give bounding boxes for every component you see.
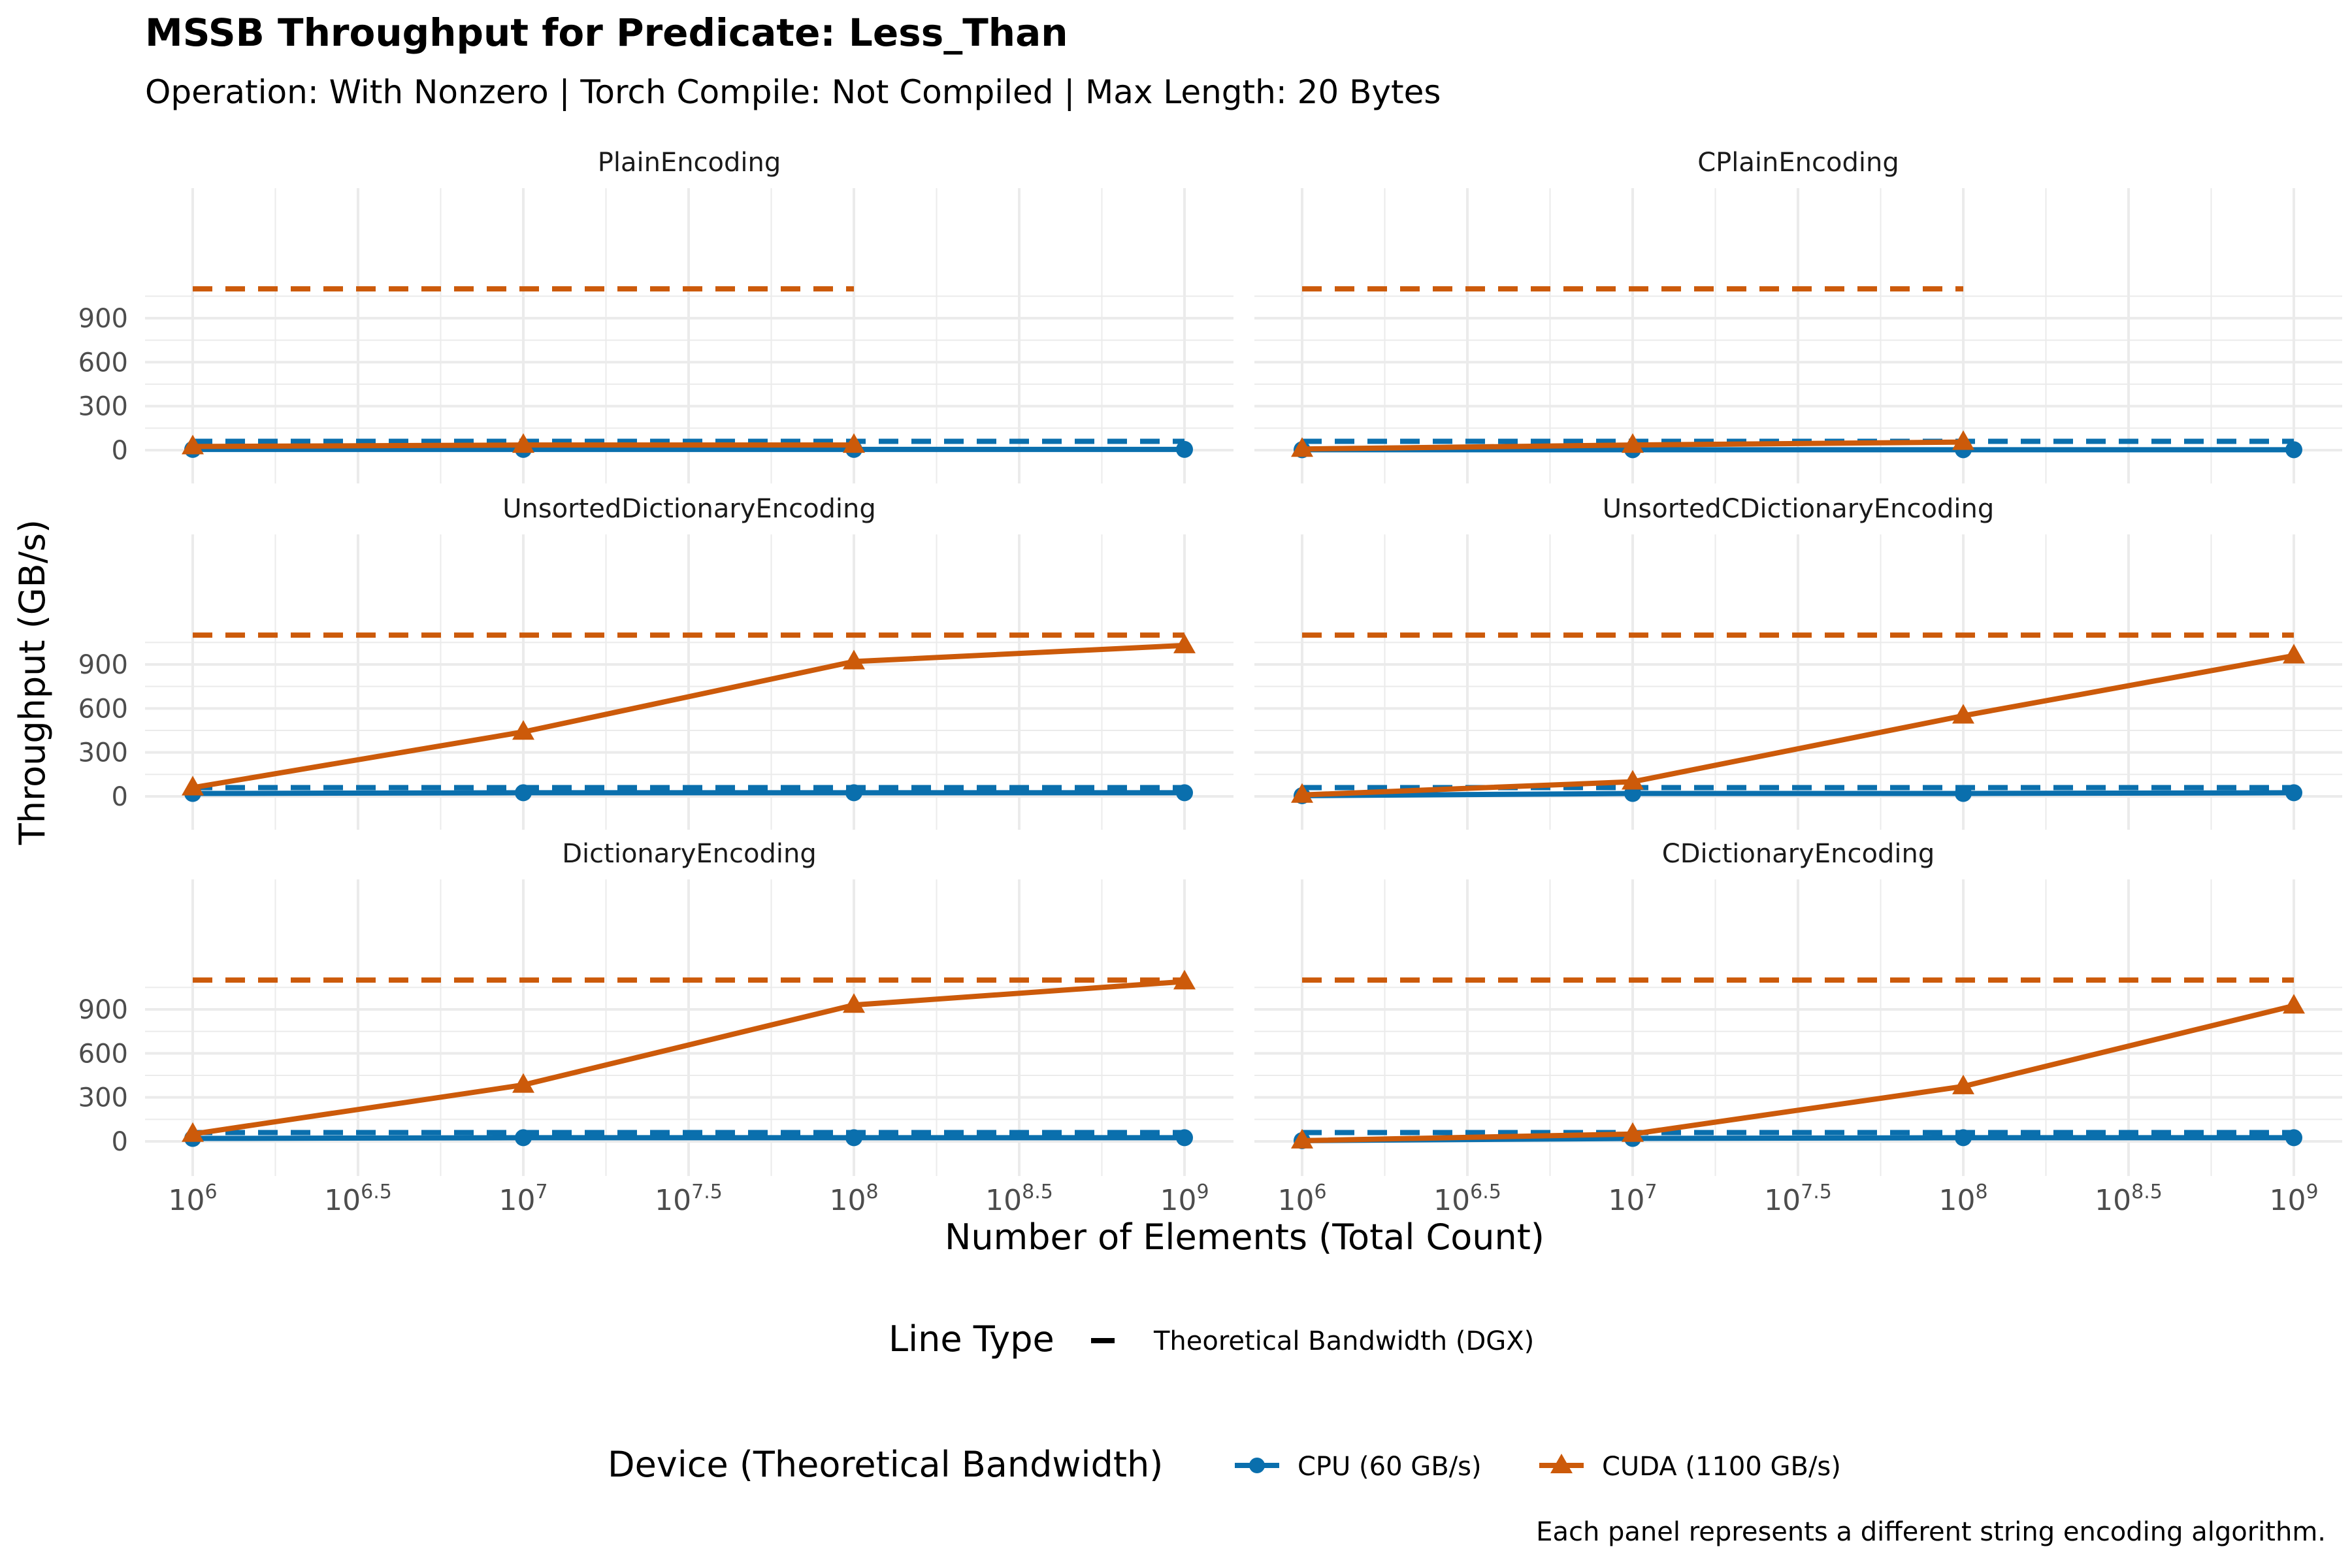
chart-caption: Each panel represents a different string… <box>1536 1517 2326 1547</box>
data-point-cuda <box>512 1073 534 1093</box>
legend-line-type-label: Theoretical Bandwidth (DGX) <box>1153 1326 1534 1356</box>
data-point-cpu <box>2285 1129 2302 1147</box>
data-point-cuda <box>182 1122 204 1142</box>
data-point-cpu <box>845 1129 862 1147</box>
x-tick-label: 106 <box>1277 1181 1326 1217</box>
legend-line-type-title: Line Type <box>889 1318 1054 1360</box>
y-tick-label: 600 <box>78 1039 128 1069</box>
panel-strip-label: CPlainEncoding <box>1697 148 1899 178</box>
series-line-cuda <box>1301 1003 2295 1143</box>
series-line-cuda <box>1301 653 2295 798</box>
series-line-cuda <box>192 979 1185 1137</box>
series-line-cpu <box>192 790 1184 796</box>
panel-plainencoding: PlainEncoding 0 300 600 900 <box>78 148 1233 483</box>
panel-cdictionaryencoding: CDictionaryEncoding 106 106.5 107 107.5 108 10… <box>1254 839 2342 1217</box>
y-tick-label: 300 <box>78 392 128 422</box>
data-point-cuda <box>1173 970 1196 990</box>
x-tick-label: 106.5 <box>324 1181 392 1217</box>
data-point-cuda <box>1291 783 1313 803</box>
legend-cuda-label: CUDA (1100 GB/s) <box>1602 1452 1841 1482</box>
data-point-cuda <box>1952 430 1974 450</box>
data-point-cuda <box>1173 633 1196 653</box>
panel-strip-label: UnsortedDictionaryEncoding <box>502 494 876 524</box>
data-point-cuda <box>1952 704 1974 724</box>
x-tick-label: 107.5 <box>1764 1181 1832 1217</box>
x-tick-label: 107 <box>1608 1181 1657 1217</box>
data-point-cuda <box>512 720 534 740</box>
data-point-cuda <box>843 649 865 670</box>
data-point-cpu <box>1176 440 1193 458</box>
x-axis-title: Number of Elements (Total Count) <box>945 1217 1544 1258</box>
chart-subtitle: Operation: With Nonzero | Torch Compile:… <box>145 73 1441 111</box>
data-point-cuda <box>2283 994 2305 1014</box>
data-point-cpu <box>515 1129 532 1147</box>
y-tick-label: 0 <box>112 436 128 466</box>
y-tick-label: 600 <box>78 694 128 724</box>
data-point-cuda <box>182 434 204 455</box>
panel-cplainencoding: CPlainEncoding <box>1254 148 2342 483</box>
panel-strip-label: CDictionaryEncoding <box>1662 839 1935 869</box>
legend-device-title: Device (Theoretical Bandwidth) <box>608 1444 1163 1485</box>
data-point-cpu <box>515 784 532 802</box>
data-point-cpu <box>845 784 862 802</box>
x-tick-label: 108.5 <box>985 1181 1053 1217</box>
data-point-cuda <box>2283 644 2305 664</box>
panel-unsortedcdictionaryencoding: UnsortedCDictionaryEncoding <box>1254 494 2342 830</box>
data-point-cpu <box>1176 1129 1193 1147</box>
x-tick-label: 106.5 <box>1433 1181 1501 1217</box>
series-line-cpu <box>1301 790 2295 798</box>
x-tick-label: 109 <box>2269 1181 2318 1217</box>
series-line-cuda <box>192 642 1185 791</box>
x-tick-label: 106 <box>168 1181 217 1217</box>
panel-unsorteddictionaryencoding: UnsortedDictionaryEncoding 0 300 600 900 <box>78 494 1233 830</box>
x-tick-label: 108 <box>1938 1181 1987 1217</box>
data-point-cpu <box>1955 1129 1972 1147</box>
data-point-cuda <box>1622 770 1644 790</box>
data-point-cuda <box>182 776 204 796</box>
data-point-cuda <box>843 433 865 453</box>
x-tick-label: 107 <box>498 1181 547 1217</box>
legend-cpu-label: CPU (60 GB/s) <box>1298 1452 1482 1482</box>
chart-title: MSSB Throughput for Predicate: Less_Than <box>145 10 1068 55</box>
x-tick-label: 108 <box>829 1181 878 1217</box>
y-tick-label: 900 <box>78 650 128 680</box>
data-point-cuda <box>512 433 534 453</box>
data-point-cuda <box>1291 437 1313 457</box>
panel-strip-label: DictionaryEncoding <box>562 839 817 869</box>
y-tick-label: 900 <box>78 304 128 334</box>
x-tick-label: 109 <box>1160 1181 1209 1217</box>
data-point-cpu <box>1955 785 1972 802</box>
data-point-cuda <box>1291 1128 1313 1149</box>
y-tick-label: 0 <box>112 1127 128 1157</box>
y-tick-label: 300 <box>78 1083 128 1113</box>
x-tick-label: 108.5 <box>2095 1181 2163 1217</box>
y-tick-label: 0 <box>112 782 128 812</box>
data-point-cpu <box>2285 441 2302 459</box>
panel-strip-label: UnsortedCDictionaryEncoding <box>1603 494 1995 524</box>
data-point-cuda <box>1622 1122 1644 1142</box>
panel-strip-label: PlainEncoding <box>598 148 781 178</box>
legend-cpu-key-marker <box>1249 1458 1265 1473</box>
y-tick-label: 900 <box>78 995 128 1025</box>
series-line-cpu <box>192 1135 1184 1141</box>
data-point-cuda <box>1952 1074 1974 1094</box>
x-tick-label: 107.5 <box>655 1181 723 1217</box>
y-axis-title: Throughput (GB/s) <box>12 519 53 845</box>
y-tick-label: 600 <box>78 348 128 378</box>
data-point-cuda <box>1622 433 1644 453</box>
legend-cuda-key-marker <box>1550 1454 1573 1473</box>
panel-dictionaryencoding: DictionaryEncoding 0 300 600 900 106 106.5 107 1… <box>78 839 1233 1217</box>
y-tick-label: 300 <box>78 738 128 768</box>
data-point-cuda <box>843 993 865 1013</box>
data-point-cpu <box>1176 784 1193 802</box>
data-point-cpu <box>2285 784 2302 802</box>
